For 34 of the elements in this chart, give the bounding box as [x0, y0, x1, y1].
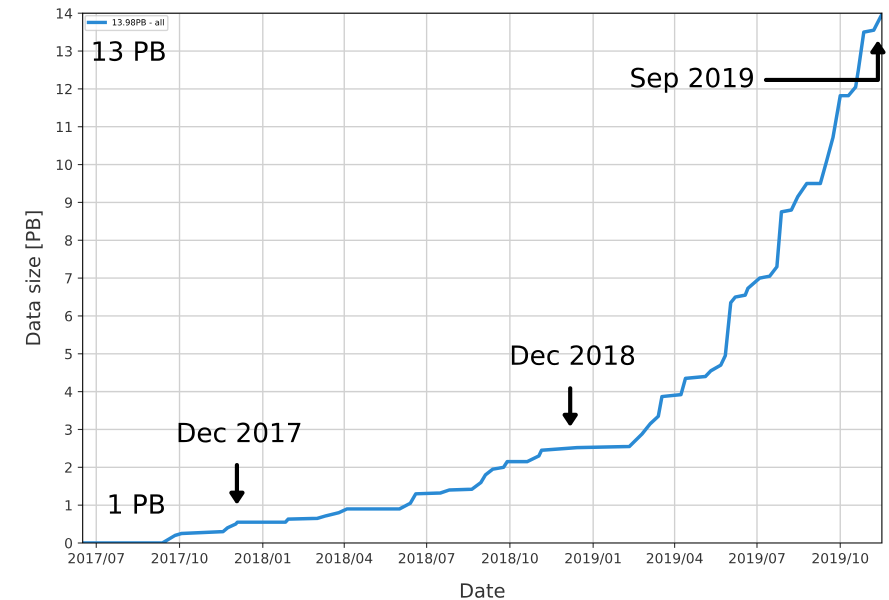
x-tick-label: 2019/01: [565, 552, 621, 565]
y-tick-label: 0: [65, 538, 72, 548]
y-tick-label: 8: [65, 235, 72, 246]
y-tick-label: 12: [56, 84, 72, 94]
y-axis-title: Data size [PB]: [25, 211, 43, 345]
y-tick-label: 10: [56, 160, 72, 170]
x-tick-label: 2017/07: [68, 552, 124, 565]
y-tick-label: 1: [66, 500, 72, 510]
legend-label: 13.98PB - all: [112, 19, 164, 26]
x-tick-label: 2019/10: [812, 552, 868, 565]
x-tick-label: 2018/01: [234, 552, 290, 565]
y-tick-label: 13: [56, 46, 72, 57]
y-tick-label: 5: [65, 348, 72, 360]
y-tick-label: 14: [56, 8, 72, 18]
x-axis-title: Date: [460, 583, 504, 598]
x-tick-label: 2019/04: [646, 552, 703, 565]
x-tick-label: 2018/10: [482, 552, 538, 565]
y-tick-label: 11: [56, 122, 72, 132]
annotation: 1 PB: [110, 494, 164, 514]
x-tick-label: 2019/07: [729, 552, 785, 565]
y-tick-label: 4: [64, 386, 72, 397]
y-tick-label: 6: [65, 310, 72, 322]
y-tick-label: 9: [64, 197, 72, 208]
annotation: Dec 2017: [178, 422, 300, 443]
x-tick-label: 2018/04: [316, 552, 372, 565]
annotation: Dec 2018: [512, 345, 634, 366]
x-tick-label: 2017/10: [152, 552, 208, 565]
x-tick-label: 2018/07: [398, 552, 454, 565]
y-tick-label: 3: [65, 424, 72, 435]
annotation: 13 PB: [94, 41, 165, 62]
y-tick-label: 2: [65, 462, 72, 473]
line-series: [82, 13, 882, 543]
y-tick-label: 7: [65, 273, 72, 284]
annotation: Sep 2019: [631, 68, 753, 93]
